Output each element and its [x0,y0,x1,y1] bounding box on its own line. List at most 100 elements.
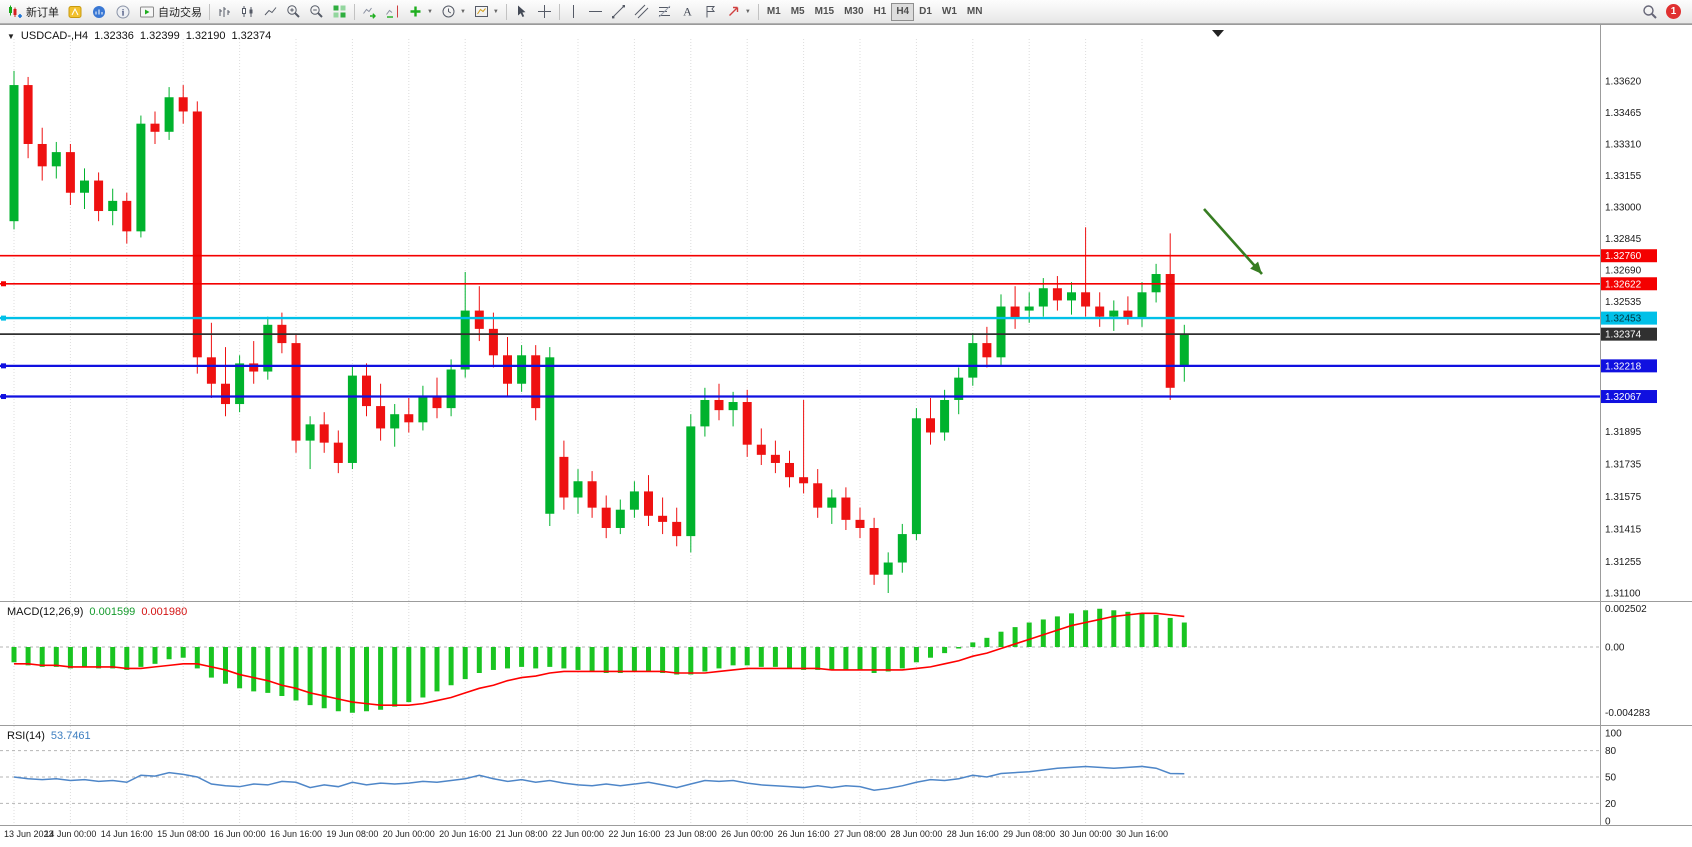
indicators-button[interactable]: ▼ [404,1,437,23]
time-label: 26 Jun 00:00 [721,829,773,839]
timeframe-button-d1[interactable]: D1 [919,5,932,17]
line-chart-button[interactable] [259,1,282,23]
time-label: 28 Jun 16:00 [947,829,999,839]
candle-body [996,306,1006,358]
metaeditor-button[interactable] [63,1,87,23]
candle-body [587,481,597,508]
timeframe-button-m1[interactable]: M1 [766,5,781,17]
notification-badge[interactable]: 1 [1666,4,1681,19]
price-badge-label: 1.32453 [1605,314,1642,325]
scale-label: 1.33155 [1605,171,1642,182]
scale-label: 1.31415 [1605,525,1642,536]
templates-icon [474,4,489,19]
candle-body [291,343,301,441]
candle-body [855,519,865,528]
chart-canvas[interactable]: 1.33620 1.33465 1.33310 1.33155 1.33000 1.328… [0,25,1692,847]
cursor-button[interactable] [510,1,533,23]
scale-label: 1.31735 [1605,459,1642,470]
horizontal-line-button[interactable] [584,1,607,23]
one-click-trading-icon[interactable]: ▼ [7,31,15,41]
trendline-button[interactable] [607,1,630,23]
candle-body [658,515,668,522]
tile-windows-button[interactable] [328,1,351,23]
timeframe-button-m30[interactable]: M30 [844,5,864,17]
scale-label: 1.31575 [1605,492,1642,503]
candle-body [799,477,809,484]
zoom-out-button[interactable] [305,1,328,23]
templates-button[interactable]: ▼ [470,1,503,23]
scale-label: 20 [1605,799,1617,810]
annotation-arrowhead[interactable] [1250,261,1262,275]
new-order-icon [7,4,23,20]
vertical-line-button[interactable] [563,1,584,23]
time-label: 14 Jun 00:00 [44,829,96,839]
bar-chart-button[interactable] [213,1,236,23]
ohlc-low: 1.32190 [185,30,226,42]
scroll-marker-icon [1212,30,1224,37]
timeframe-button-h1[interactable]: H1 [873,5,887,17]
timeframe-button-h4[interactable]: H4 [891,2,915,21]
line-anchor[interactable] [1,315,6,321]
rsi-title: RSI(14) 53.7461 [7,730,91,742]
text-label-button[interactable] [699,1,722,23]
candle-body [559,456,569,498]
candle-body [644,491,653,516]
scale-label: 1.33000 [1605,202,1642,213]
candle-body [1052,288,1062,301]
annotation-arrow[interactable] [1203,208,1263,275]
candle-body [65,152,75,193]
candle-body [390,414,400,429]
candle-body [418,395,428,423]
crosshair-button[interactable] [533,1,556,23]
chevron-down-icon: ▼ [492,8,499,15]
candle-body [926,418,935,433]
price-badge [1601,311,1657,325]
candlestick-button[interactable] [236,1,259,23]
channel-button[interactable] [630,1,653,23]
scale-label: 100 [1605,729,1622,740]
arrows-button[interactable]: ▼ [722,1,755,23]
candle-body [1165,274,1175,388]
zoom-in-icon [286,4,301,19]
horizontal-line-icon [588,4,603,19]
candle-body [23,85,33,144]
fibonacci-button[interactable] [653,1,676,23]
new-order-button[interactable]: 新订单 [3,1,63,23]
periods-clock-icon [441,4,456,19]
auto-scroll-button[interactable] [358,1,381,23]
candle-body [742,402,752,445]
chart-shift-button[interactable] [381,1,404,23]
candle-body [488,328,498,356]
periods-button[interactable]: ▼ [437,1,470,23]
text-button[interactable]: A [676,1,699,23]
svg-text:i: i [122,7,125,17]
search-button[interactable] [1638,1,1662,23]
candle-body [841,497,851,520]
candle-body [376,406,386,429]
price-badge [1601,359,1657,373]
timeframe-button-m15[interactable]: M15 [814,5,835,17]
market-button[interactable] [87,1,111,23]
zoom-in-button[interactable] [282,1,305,23]
metaeditor-icon [67,4,83,20]
text-icon: A [680,4,695,19]
time-label: 14 Jun 16:00 [101,829,153,839]
autotrading-button[interactable]: 自动交易 [135,1,206,23]
timeframe-button-mn[interactable]: MN [966,5,983,17]
candle-body [531,355,541,409]
scale-label: 1.32690 [1605,265,1642,276]
price-badge [1601,277,1657,291]
line-anchor[interactable] [1,363,6,369]
scale-label: 50 [1605,773,1617,784]
candle-body [869,527,879,575]
candle-body [1095,306,1105,317]
chart-shift-icon [385,4,400,19]
timeframe-button-m5[interactable]: M5 [790,5,805,17]
toolbar-separator [757,3,759,20]
line-anchor[interactable] [1,281,6,287]
time-label: 13 Jun 2023 [4,829,54,839]
candle-body [813,483,823,508]
timeframe-button-w1[interactable]: W1 [941,5,957,17]
info-button[interactable]: i [111,1,135,23]
line-anchor[interactable] [1,394,6,400]
